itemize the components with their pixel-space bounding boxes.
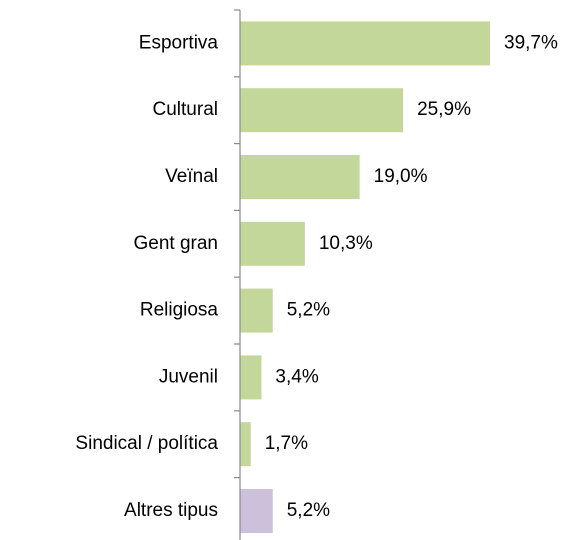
bar [240,355,262,400]
category-label: Cultural [153,99,218,120]
bar [240,489,273,533]
value-label: 10,3% [319,233,373,254]
category-label: Veïnal [165,166,218,187]
category-label: Gent gran [134,233,219,254]
category-label: Esportiva [139,32,219,53]
bar [240,155,360,199]
value-label: 1,7% [265,433,308,454]
value-label: 5,2% [287,300,330,321]
value-label: 3,4% [275,366,318,387]
category-label: Altres tipus [124,500,218,521]
value-label: 19,0% [374,166,428,187]
category-label: Juvenil [159,366,218,387]
bar [240,288,273,333]
value-label: 5,2% [287,500,330,521]
value-label: 39,7% [504,32,558,53]
bar [240,221,305,266]
category-label: Sindical / política [75,433,218,454]
category-label: Religiosa [140,300,219,321]
bar [240,88,404,133]
bar [240,422,251,467]
bar [240,21,490,66]
value-label: 25,9% [417,99,471,120]
